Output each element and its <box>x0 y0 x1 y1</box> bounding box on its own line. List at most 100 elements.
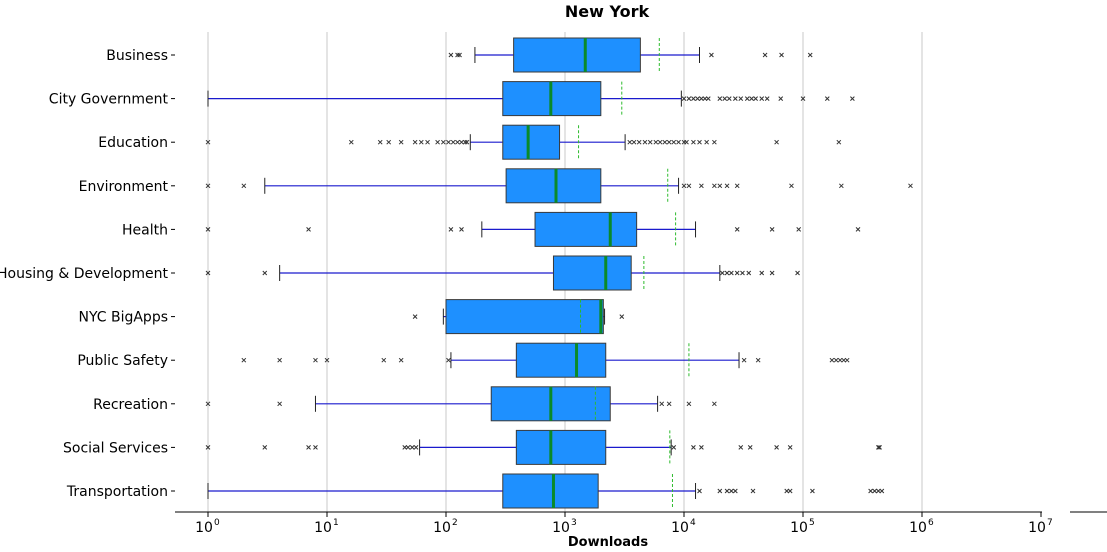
outlier-point <box>425 139 430 145</box>
outlier-point <box>464 139 470 145</box>
y-axis-categories: Business City Government Education Environm… <box>0 48 175 500</box>
outlier-point <box>738 96 744 101</box>
outlier-point <box>241 183 247 189</box>
x-tick-label: 10 <box>1028 520 1046 536</box>
outlier-point <box>837 357 843 363</box>
outlier-point <box>659 401 665 407</box>
box-iqr <box>515 342 607 378</box>
outlier-point <box>876 445 881 450</box>
box-iqr <box>515 429 607 465</box>
box-iqr <box>502 473 599 509</box>
outlier-point <box>876 488 881 494</box>
outlier-point <box>855 227 861 232</box>
box-group <box>205 386 717 422</box>
outlier-point <box>734 183 740 189</box>
outlier-point <box>829 357 835 363</box>
outlier-point <box>779 52 784 58</box>
outlier-point <box>784 488 790 494</box>
outlier-point <box>746 270 752 276</box>
outlier-point <box>810 488 815 494</box>
outlier-point <box>724 270 730 276</box>
outlier-point <box>418 139 424 145</box>
category-label: Health <box>122 222 168 238</box>
outlier-point <box>348 139 354 145</box>
x-tick-exponent: 2 <box>452 518 458 528</box>
outlier-point <box>241 357 247 363</box>
x-tick-exponent: 3 <box>571 518 577 528</box>
category-label: Business <box>106 48 168 64</box>
box-group <box>205 255 800 291</box>
outlier-point <box>653 139 659 145</box>
outlier-point <box>412 139 418 145</box>
outlier-point <box>795 270 800 276</box>
outlier-point <box>838 183 844 189</box>
outlier-point <box>313 357 318 363</box>
outlier-point <box>448 52 454 58</box>
outlier-point <box>446 139 451 145</box>
outlier-point <box>868 488 873 494</box>
outlier-point <box>627 139 633 145</box>
x-axis-label: Downloads <box>568 535 648 550</box>
x-tick-label: 10 <box>790 520 808 536</box>
outlier-point <box>657 139 663 145</box>
box-group <box>205 211 861 247</box>
outlier-point <box>413 445 419 450</box>
x-tick-exponent: 5 <box>809 518 815 528</box>
outlier-point <box>666 401 672 407</box>
outlier-point <box>699 96 704 101</box>
outlier-point <box>724 488 730 494</box>
outlier-point <box>381 357 387 363</box>
outlier-point <box>744 96 750 101</box>
outlier-point <box>717 96 723 101</box>
category-label: Public Safety <box>77 353 168 369</box>
outlier-point <box>681 183 687 189</box>
outlier-point <box>704 139 710 145</box>
outlier-point <box>712 401 717 407</box>
outlier-point <box>205 445 211 450</box>
outlier-point <box>712 183 717 189</box>
box-group <box>207 473 885 509</box>
outlier-point <box>448 227 454 232</box>
box-iqr <box>513 37 641 73</box>
outlier-point <box>412 314 418 319</box>
outlier-point <box>684 139 689 145</box>
outlier-point <box>877 445 882 450</box>
outlier-point <box>676 139 681 145</box>
outlier-point <box>262 445 268 450</box>
outlier-point <box>726 96 732 101</box>
outlier-point <box>740 270 745 276</box>
x-tick-exponent: 6 <box>928 518 934 528</box>
outlier-point <box>695 96 700 101</box>
outlier-point <box>841 357 847 363</box>
outlier-point <box>636 139 642 145</box>
box-iqr <box>552 255 632 291</box>
outlier-point <box>729 270 734 276</box>
outlier-point <box>764 96 770 101</box>
outlier-point <box>446 357 451 363</box>
outlier-point <box>691 96 696 101</box>
box-group <box>241 342 850 378</box>
outlier-point <box>647 139 653 145</box>
outlier-point <box>800 96 806 101</box>
outlier-point <box>398 139 404 145</box>
outlier-point <box>205 227 211 232</box>
outlier-point <box>440 139 446 145</box>
outlier-point <box>699 445 704 450</box>
outlier-point <box>681 96 687 101</box>
outlier-point <box>769 270 775 276</box>
x-axis: 10 0 10 1 10 2 10 3 10 4 10 5 10 6 10 7 <box>175 511 1107 536</box>
outlier-point <box>778 96 784 101</box>
outlier-point <box>306 445 311 450</box>
box-series <box>205 37 913 509</box>
x-tick-label: 10 <box>552 520 570 536</box>
outlier-point <box>671 139 677 145</box>
outlier-point <box>796 227 802 232</box>
outlier-point <box>836 139 842 145</box>
outlier-point <box>377 139 383 145</box>
outlier-point <box>262 270 268 276</box>
outlier-point <box>666 139 672 145</box>
outlier-point <box>833 357 839 363</box>
outlier-point <box>277 357 282 363</box>
outlier-point <box>699 183 704 189</box>
outlier-point <box>732 488 738 494</box>
